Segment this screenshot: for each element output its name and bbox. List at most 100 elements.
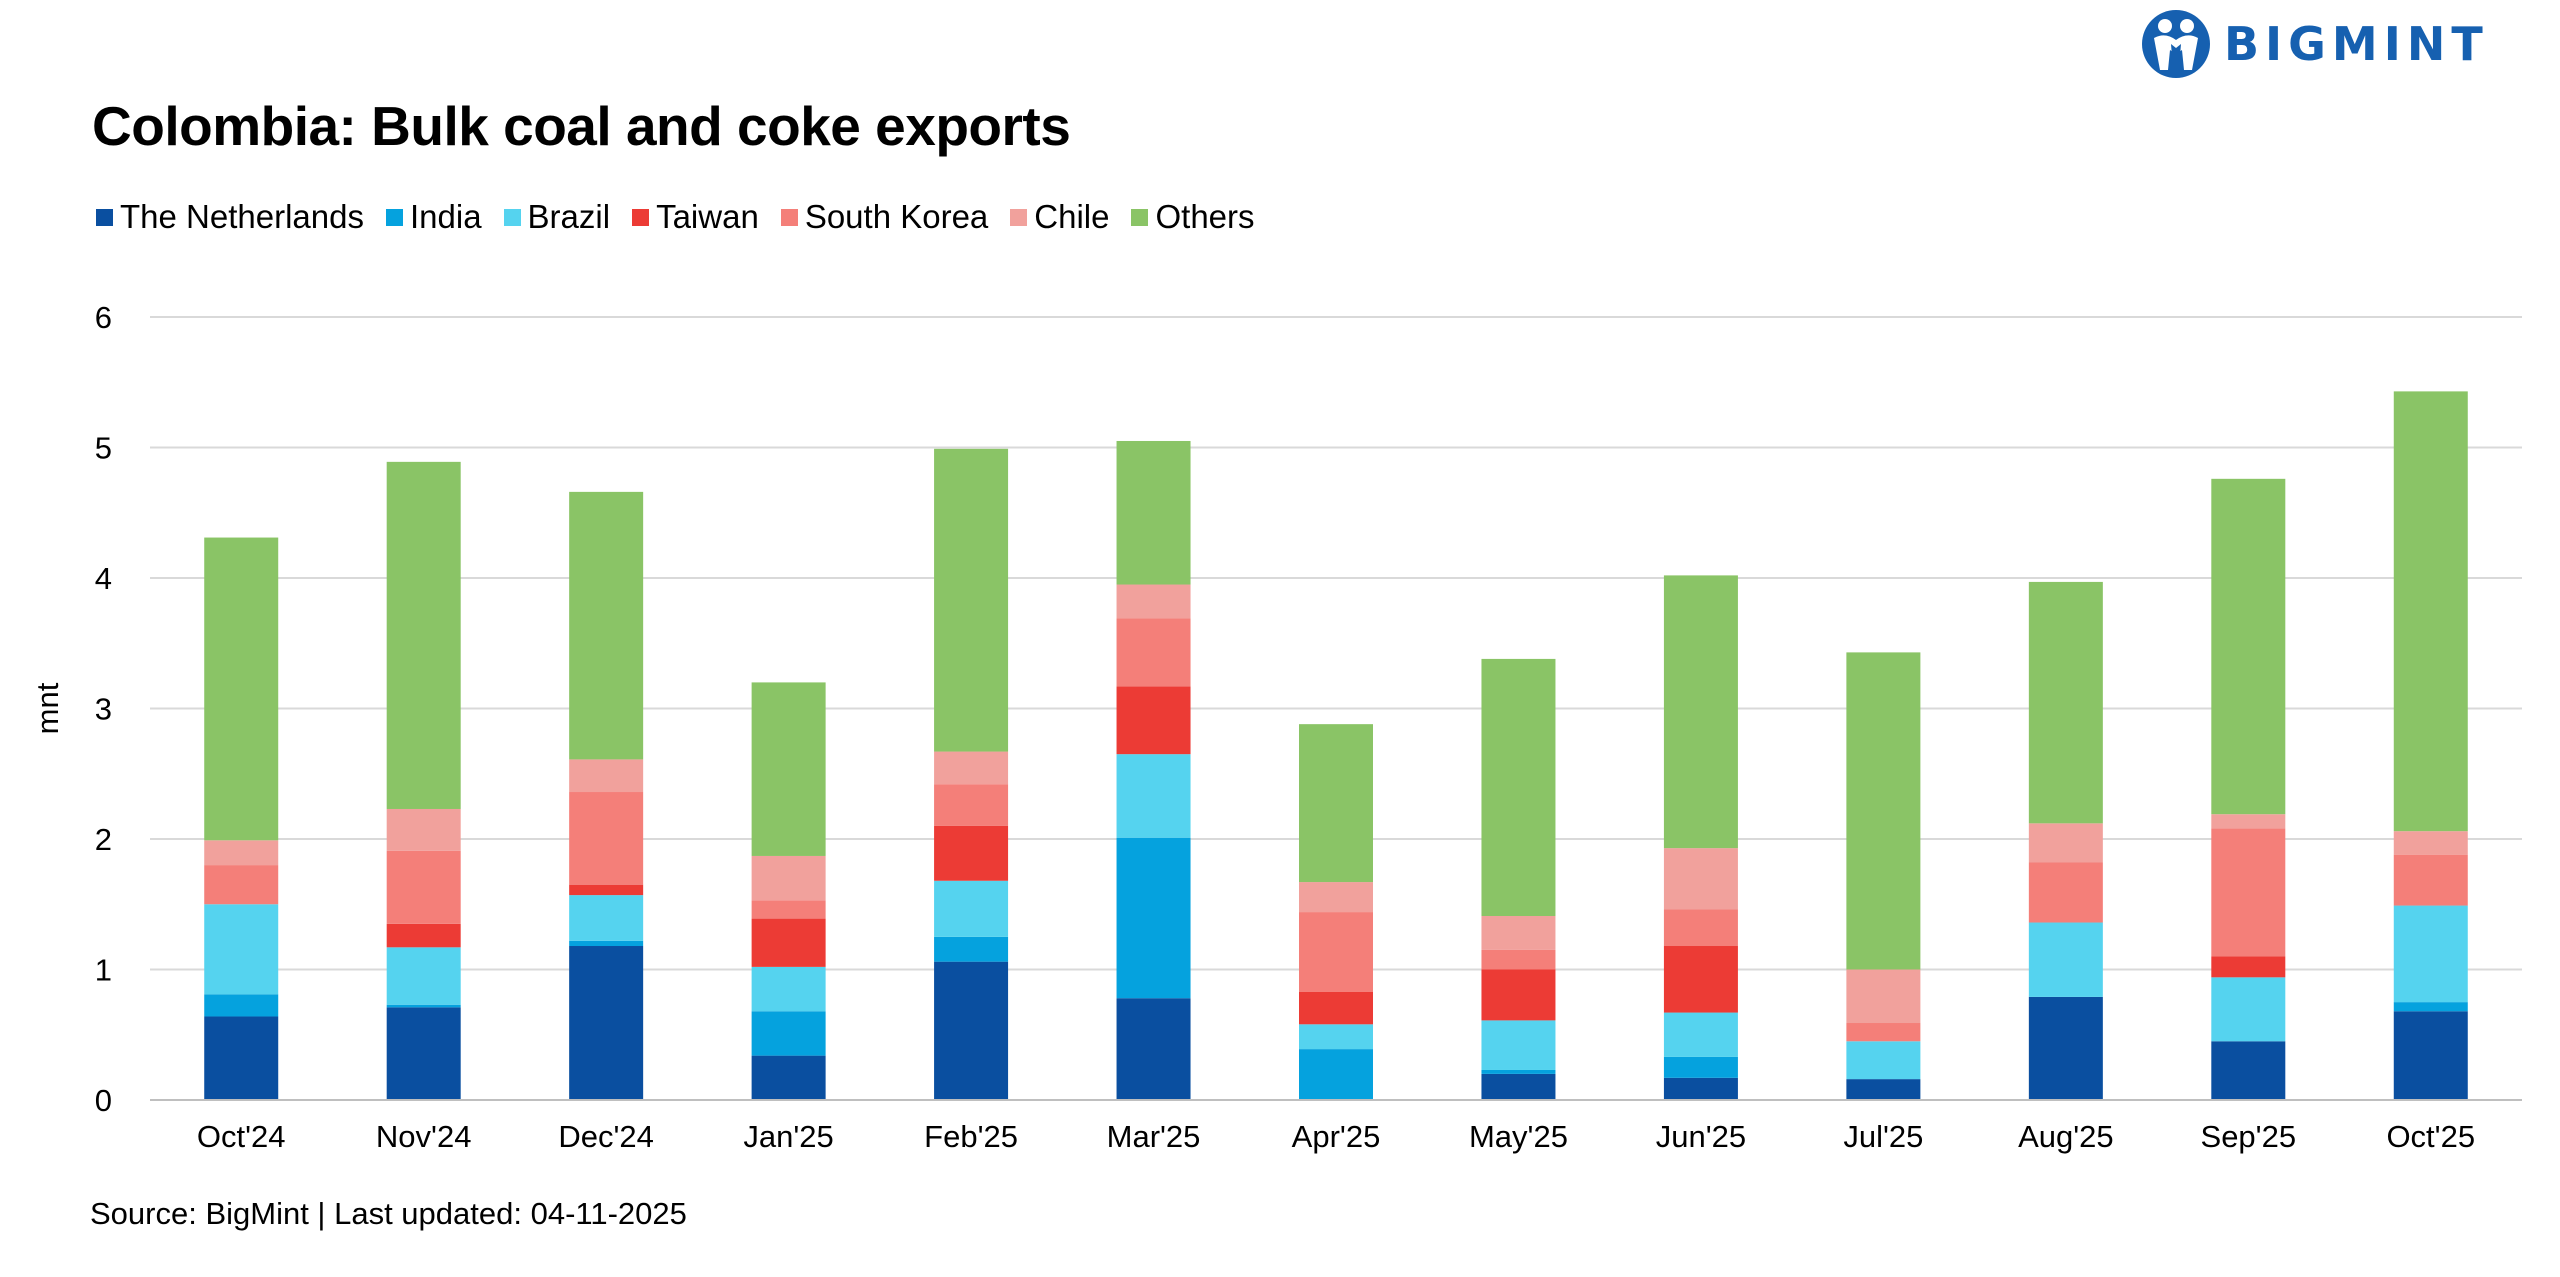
x-tick-label: Apr'25 <box>1292 1119 1381 1154</box>
x-tick-label: Nov'24 <box>376 1119 472 1154</box>
bar-segment-brazil <box>1481 1020 1556 1070</box>
bar-segment-south-korea <box>1846 1023 1921 1042</box>
bar-segment-brazil <box>569 895 644 941</box>
legend-item-taiwan: Taiwan <box>632 198 759 236</box>
bar-segment-taiwan <box>2211 956 2286 978</box>
x-tick-label: Oct'25 <box>2386 1119 2475 1154</box>
source-note: Source: BigMint | Last updated: 04-11-20… <box>90 1196 687 1231</box>
bar-segment-chile <box>934 751 1009 785</box>
bar-chart: 0 1 2 3 4 5 6 mnt Oct'24 Nov'24 Dec'24 Jan'25 Feb'25… <box>30 300 2522 1154</box>
bar-segment-chile <box>1663 848 1738 910</box>
bar-segment-india <box>1116 837 1191 999</box>
bar-segment-brazil <box>1116 754 1191 838</box>
bar-segment-taiwan <box>1116 686 1191 755</box>
bar-segment-taiwan <box>1481 969 1556 1021</box>
bar-segment-the-netherlands <box>204 1016 279 1100</box>
bar-segment-the-netherlands <box>1846 1079 1921 1100</box>
legend-swatch <box>1131 208 1149 226</box>
legend-swatch <box>503 208 521 226</box>
bar-segment-chile <box>751 855 826 901</box>
bar-segment-others <box>1481 658 1556 916</box>
legend-item-india: India <box>385 198 482 236</box>
bar-segment-india <box>386 1004 461 1008</box>
bar-segment-others <box>2211 478 2286 815</box>
bar-segment-the-netherlands <box>386 1007 461 1100</box>
bar-segment-chile <box>204 840 279 866</box>
legend-swatch <box>632 208 650 226</box>
legend-item-others: Others <box>1131 198 1255 236</box>
x-tick-label: May'25 <box>1469 1119 1568 1154</box>
x-tick-label: Jan'25 <box>743 1119 833 1154</box>
bar-segment-south-korea <box>386 850 461 924</box>
bar-segment-taiwan <box>934 825 1009 881</box>
bar-segment-brazil <box>751 966 826 1012</box>
bar-segment-brazil <box>934 880 1009 937</box>
bar-segment-the-netherlands <box>2028 996 2103 1100</box>
bar-segment-taiwan <box>569 884 644 896</box>
y-tick-label: 2 <box>95 822 112 857</box>
bar-segment-south-korea <box>2393 854 2468 906</box>
bar-segment-brazil <box>1299 1024 1373 1050</box>
bar-segment-south-korea <box>2028 862 2103 923</box>
x-tick-label: Dec'24 <box>558 1119 654 1154</box>
bar-segment-india <box>2393 1002 2468 1012</box>
legend-label: India <box>409 198 482 235</box>
bar-segment-the-netherlands <box>569 946 644 1100</box>
legend-item-chile: Chile <box>1010 198 1109 236</box>
bar-segment-south-korea <box>204 865 279 905</box>
legend-label: Taiwan <box>656 198 759 235</box>
legend-swatch <box>1010 208 1028 226</box>
bar-segment-others <box>1116 440 1191 585</box>
x-tick-label: Jun'25 <box>1656 1119 1746 1154</box>
bar-segment-brazil <box>1846 1041 1921 1080</box>
bar-segment-the-netherlands <box>1481 1073 1556 1100</box>
bar-segment-chile <box>1116 584 1191 619</box>
bar-segment-india <box>204 994 279 1017</box>
y-axis-label: mnt <box>30 682 65 734</box>
bar-segment-brazil <box>386 947 461 1005</box>
y-tick-label: 1 <box>95 953 112 988</box>
legend-label: Chile <box>1034 198 1110 235</box>
bar-segment-south-korea <box>751 900 826 919</box>
bar-segment-south-korea <box>1116 618 1191 687</box>
bar-segment-taiwan <box>751 918 826 967</box>
bar-segment-the-netherlands <box>1116 998 1191 1100</box>
x-tick-label: Aug'25 <box>2018 1119 2114 1154</box>
bar-segment-the-netherlands <box>1663 1077 1738 1100</box>
legend-label: Brazil <box>527 198 611 235</box>
bar-segment-chile <box>569 759 644 793</box>
x-tick-label: Sep'25 <box>2201 1119 2297 1154</box>
bar-segment-south-korea <box>1299 912 1373 992</box>
bar-segment-india <box>1481 1069 1556 1074</box>
y-tick-label: 3 <box>95 692 112 727</box>
x-tick-label: Oct'24 <box>197 1119 286 1154</box>
bar-segment-others <box>386 461 461 809</box>
bar-segment-brazil <box>1663 1012 1738 1057</box>
bigmint-logo-text: BIGMINT <box>2224 17 2489 71</box>
bar-segment-south-korea <box>1663 909 1738 947</box>
bar-segment-the-netherlands <box>751 1055 826 1100</box>
x-tick-label: Mar'25 <box>1107 1119 1201 1154</box>
bar-segment-others <box>2028 581 2103 824</box>
legend-item-brazil: Brazil <box>503 198 611 236</box>
bigmint-logo-icon <box>2142 10 2210 78</box>
chart-title: Colombia: Bulk coal and coke exports <box>92 95 1071 157</box>
bar-segment-the-netherlands <box>2393 1011 2468 1100</box>
legend-item-south-korea: South Korea <box>780 198 988 236</box>
bar-segment-brazil <box>2393 905 2468 1003</box>
legend-label: Others <box>1155 198 1255 235</box>
bar-segment-south-korea <box>569 792 644 885</box>
bar-segment-chile <box>1481 915 1556 950</box>
bar-segment-south-korea <box>2211 828 2286 957</box>
legend-item-the-netherlands: The Netherlands <box>96 198 364 236</box>
bar-segment-taiwan <box>386 923 461 948</box>
bar-segment-others <box>2393 391 2468 832</box>
bar-segment-others <box>204 537 279 841</box>
bar-segment-chile <box>386 808 461 851</box>
bar-segment-chile <box>1846 969 1921 1024</box>
y-tick-label: 0 <box>95 1083 112 1118</box>
legend-swatch <box>780 208 798 226</box>
bar-segment-the-netherlands <box>2211 1041 2286 1100</box>
bar-segment-chile <box>2393 831 2468 855</box>
y-tick-label: 5 <box>95 431 112 466</box>
